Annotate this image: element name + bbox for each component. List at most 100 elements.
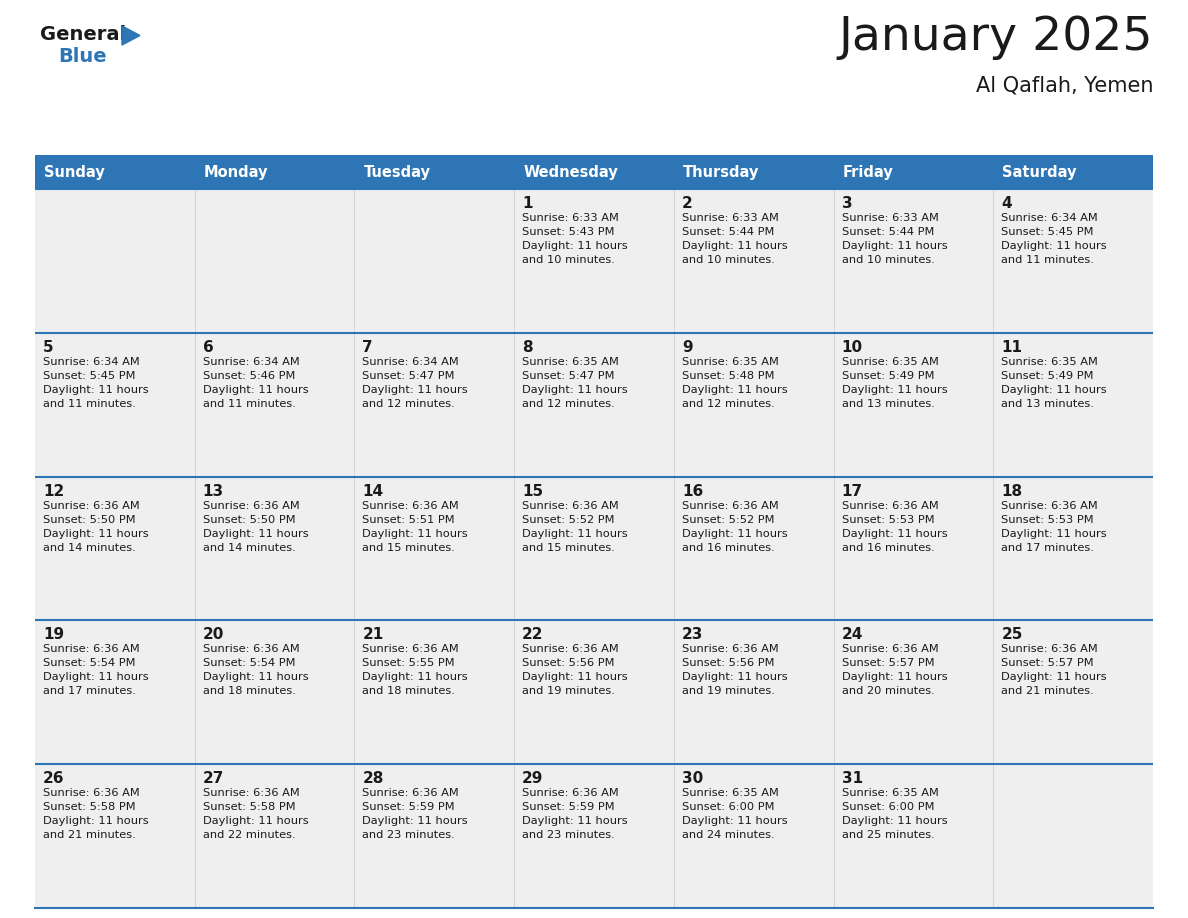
Text: Daylight: 11 hours: Daylight: 11 hours	[841, 385, 947, 395]
Text: Daylight: 11 hours: Daylight: 11 hours	[682, 816, 788, 826]
Text: Sunrise: 6:33 AM: Sunrise: 6:33 AM	[682, 213, 778, 223]
Bar	[354, 189, 514, 333]
Bar	[354, 333, 514, 476]
Text: Daylight: 11 hours: Daylight: 11 hours	[841, 529, 947, 539]
Text: Friday: Friday	[842, 164, 893, 180]
Text: Sunset: 5:56 PM: Sunset: 5:56 PM	[523, 658, 614, 668]
Text: and 12 minutes.: and 12 minutes.	[523, 398, 615, 409]
Bar	[834, 764, 993, 908]
Bar	[993, 476, 1154, 621]
Text: Sunrise: 6:34 AM: Sunrise: 6:34 AM	[1001, 213, 1098, 223]
Text: Sunset: 5:45 PM: Sunset: 5:45 PM	[1001, 227, 1094, 237]
Bar	[674, 333, 834, 476]
Bar	[195, 189, 354, 333]
Bar	[195, 621, 354, 764]
Text: Sunrise: 6:34 AM: Sunrise: 6:34 AM	[203, 357, 299, 367]
Text: Sunday: Sunday	[44, 164, 105, 180]
Text: Sunrise: 6:33 AM: Sunrise: 6:33 AM	[523, 213, 619, 223]
Text: 14: 14	[362, 484, 384, 498]
Text: Sunset: 5:51 PM: Sunset: 5:51 PM	[362, 515, 455, 524]
Text: and 15 minutes.: and 15 minutes.	[523, 543, 615, 553]
Polygon shape	[122, 26, 140, 45]
Text: Sunset: 5:45 PM: Sunset: 5:45 PM	[43, 371, 135, 381]
Text: Daylight: 11 hours: Daylight: 11 hours	[43, 816, 148, 826]
Text: Daylight: 11 hours: Daylight: 11 hours	[203, 529, 309, 539]
Bar	[34, 476, 195, 621]
Bar	[993, 189, 1154, 333]
Text: 13: 13	[203, 484, 223, 498]
Text: 4: 4	[1001, 196, 1012, 211]
Text: Sunset: 5:59 PM: Sunset: 5:59 PM	[362, 802, 455, 812]
Text: 26: 26	[43, 771, 64, 786]
Text: and 11 minutes.: and 11 minutes.	[43, 398, 135, 409]
Bar	[834, 155, 993, 189]
Text: 19: 19	[43, 627, 64, 643]
Text: Sunset: 5:56 PM: Sunset: 5:56 PM	[682, 658, 775, 668]
Text: and 20 minutes.: and 20 minutes.	[841, 687, 934, 697]
Bar	[514, 476, 674, 621]
Bar	[674, 764, 834, 908]
Text: Thursday: Thursday	[683, 164, 759, 180]
Text: Daylight: 11 hours: Daylight: 11 hours	[362, 816, 468, 826]
Text: Sunrise: 6:35 AM: Sunrise: 6:35 AM	[682, 357, 778, 367]
Text: Sunrise: 6:36 AM: Sunrise: 6:36 AM	[841, 500, 939, 510]
Text: 16: 16	[682, 484, 703, 498]
Text: and 13 minutes.: and 13 minutes.	[1001, 398, 1094, 409]
Text: Daylight: 11 hours: Daylight: 11 hours	[1001, 529, 1107, 539]
Text: Sunset: 5:43 PM: Sunset: 5:43 PM	[523, 227, 614, 237]
Bar	[354, 764, 514, 908]
Text: Sunset: 5:46 PM: Sunset: 5:46 PM	[203, 371, 295, 381]
Text: Sunrise: 6:36 AM: Sunrise: 6:36 AM	[1001, 644, 1098, 655]
Text: 8: 8	[523, 340, 532, 354]
Text: Sunrise: 6:36 AM: Sunrise: 6:36 AM	[362, 500, 460, 510]
Text: 22: 22	[523, 627, 544, 643]
Text: Sunset: 5:47 PM: Sunset: 5:47 PM	[362, 371, 455, 381]
Text: 30: 30	[682, 771, 703, 786]
Text: 2: 2	[682, 196, 693, 211]
Text: Sunrise: 6:36 AM: Sunrise: 6:36 AM	[1001, 500, 1098, 510]
Bar	[674, 155, 834, 189]
Text: and 10 minutes.: and 10 minutes.	[841, 255, 935, 265]
Text: and 18 minutes.: and 18 minutes.	[362, 687, 455, 697]
Text: Daylight: 11 hours: Daylight: 11 hours	[1001, 672, 1107, 682]
Text: Sunrise: 6:36 AM: Sunrise: 6:36 AM	[362, 789, 460, 798]
Text: Sunrise: 6:36 AM: Sunrise: 6:36 AM	[203, 500, 299, 510]
Text: Sunset: 5:49 PM: Sunset: 5:49 PM	[1001, 371, 1094, 381]
Text: Sunrise: 6:34 AM: Sunrise: 6:34 AM	[43, 357, 140, 367]
Text: and 18 minutes.: and 18 minutes.	[203, 687, 296, 697]
Text: 17: 17	[841, 484, 862, 498]
Text: and 21 minutes.: and 21 minutes.	[43, 830, 135, 840]
Text: 23: 23	[682, 627, 703, 643]
Text: January 2025: January 2025	[839, 15, 1154, 60]
Text: 20: 20	[203, 627, 225, 643]
Bar	[354, 476, 514, 621]
Text: 12: 12	[43, 484, 64, 498]
Text: and 24 minutes.: and 24 minutes.	[682, 830, 775, 840]
Text: Daylight: 11 hours: Daylight: 11 hours	[682, 241, 788, 251]
Bar	[834, 621, 993, 764]
Text: Sunset: 5:54 PM: Sunset: 5:54 PM	[43, 658, 135, 668]
Bar	[674, 621, 834, 764]
Text: Sunset: 5:54 PM: Sunset: 5:54 PM	[203, 658, 295, 668]
Text: Sunset: 5:53 PM: Sunset: 5:53 PM	[1001, 515, 1094, 524]
Text: Daylight: 11 hours: Daylight: 11 hours	[682, 529, 788, 539]
Bar	[674, 189, 834, 333]
Text: Sunset: 5:58 PM: Sunset: 5:58 PM	[43, 802, 135, 812]
Bar	[674, 476, 834, 621]
Text: Sunrise: 6:36 AM: Sunrise: 6:36 AM	[43, 500, 140, 510]
Text: Saturday: Saturday	[1003, 164, 1076, 180]
Text: Sunrise: 6:35 AM: Sunrise: 6:35 AM	[523, 357, 619, 367]
Text: Daylight: 11 hours: Daylight: 11 hours	[523, 672, 627, 682]
Text: and 25 minutes.: and 25 minutes.	[841, 830, 934, 840]
Text: Sunset: 5:57 PM: Sunset: 5:57 PM	[1001, 658, 1094, 668]
Text: 11: 11	[1001, 340, 1023, 354]
Text: Sunset: 6:00 PM: Sunset: 6:00 PM	[841, 802, 934, 812]
Bar	[195, 155, 354, 189]
Text: 29: 29	[523, 771, 544, 786]
Text: Tuesday: Tuesday	[364, 164, 430, 180]
Text: Daylight: 11 hours: Daylight: 11 hours	[362, 672, 468, 682]
Text: Daylight: 11 hours: Daylight: 11 hours	[43, 385, 148, 395]
Text: Sunrise: 6:36 AM: Sunrise: 6:36 AM	[362, 644, 460, 655]
Text: Blue: Blue	[58, 47, 107, 66]
Text: and 21 minutes.: and 21 minutes.	[1001, 687, 1094, 697]
